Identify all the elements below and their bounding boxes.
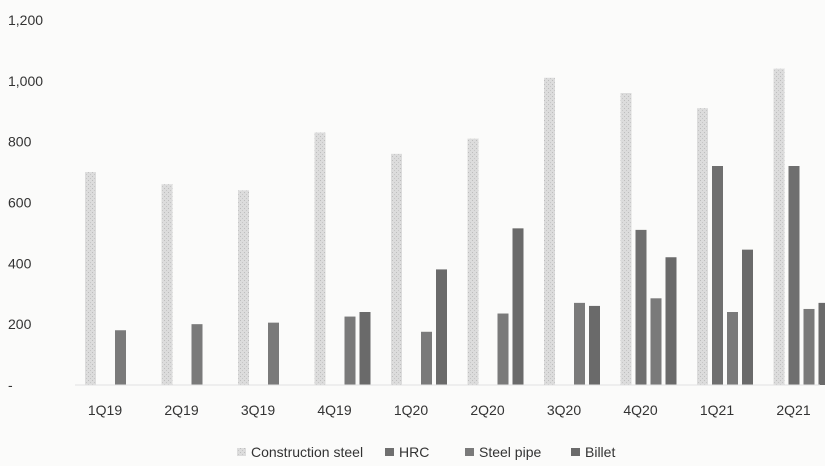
bar-steel-pipe — [268, 322, 279, 385]
bar-steel-pipe — [650, 298, 662, 385]
y-tick-label: 400 — [8, 255, 32, 271]
bar-steel-pipe — [344, 316, 356, 385]
bar-hrc — [788, 166, 800, 385]
bar-construction-steel — [697, 108, 708, 385]
bar-construction-steel — [238, 190, 249, 385]
bar-steel-pipe — [574, 302, 585, 385]
bar-billet — [742, 249, 753, 385]
bar-construction-steel — [544, 77, 555, 386]
x-tick-label: 3Q20 — [547, 402, 581, 418]
y-tick-label: 200 — [8, 316, 32, 332]
bar-construction-steel — [85, 172, 96, 385]
bar-steel-pipe — [497, 313, 509, 385]
x-tick-label: 4Q20 — [623, 402, 657, 418]
y-tick-label: 1,200 — [8, 12, 43, 28]
bar-steel-pipe — [727, 312, 738, 385]
legend-label: HRC — [399, 444, 429, 460]
x-tick-label: 1Q20 — [394, 402, 428, 418]
bar-construction-steel — [620, 93, 632, 385]
x-tick-label: 1Q21 — [700, 402, 734, 418]
bar-construction-steel — [314, 132, 326, 385]
bars-layer — [85, 68, 825, 386]
legend-swatch — [385, 448, 394, 456]
legend-swatch — [465, 448, 474, 456]
legend-label: Billet — [585, 444, 615, 460]
x-tick-label: 2Q21 — [776, 402, 810, 418]
bar-steel-pipe — [115, 330, 126, 385]
y-tick-label: 800 — [8, 134, 32, 150]
legend-label: Steel pipe — [479, 444, 541, 460]
bar-billet — [359, 312, 371, 385]
legend-label: Construction steel — [251, 444, 363, 460]
legend-swatch — [571, 448, 580, 456]
x-tick-label: 4Q19 — [317, 402, 351, 418]
bar-billet — [436, 269, 447, 385]
legend: Construction steel HRC Steel pipe Billet — [237, 444, 615, 460]
bar-hrc — [635, 229, 647, 385]
bar-billet — [818, 302, 825, 385]
x-tick-label: 3Q19 — [241, 402, 275, 418]
bar-steel-pipe — [191, 324, 203, 385]
y-tick-label: - — [8, 377, 13, 393]
legend-swatch — [237, 448, 246, 456]
bar-hrc — [712, 166, 723, 385]
y-tick-label: 600 — [8, 195, 32, 211]
bar-billet — [589, 305, 600, 385]
x-tick-label: 1Q19 — [88, 402, 122, 418]
bar-steel-pipe — [803, 308, 815, 385]
x-axis: 1Q19 2Q19 3Q19 4Q19 1Q20 2Q20 3Q20 4Q20 1Q21 2Q21 — [75, 384, 820, 418]
bar-construction-steel — [161, 184, 173, 385]
bar-steel-pipe — [421, 331, 432, 385]
x-tick-label: 2Q20 — [470, 402, 504, 418]
bar-construction-steel — [467, 138, 479, 385]
x-tick-label: 2Q19 — [164, 402, 198, 418]
bar-billet — [512, 228, 524, 385]
bar-billet — [665, 257, 677, 385]
bar-construction-steel — [391, 153, 402, 385]
bar-construction-steel — [773, 68, 785, 386]
y-axis: - 200 400 600 800 1,000 1,200 — [8, 12, 43, 393]
y-tick-label: 1,000 — [8, 73, 43, 89]
